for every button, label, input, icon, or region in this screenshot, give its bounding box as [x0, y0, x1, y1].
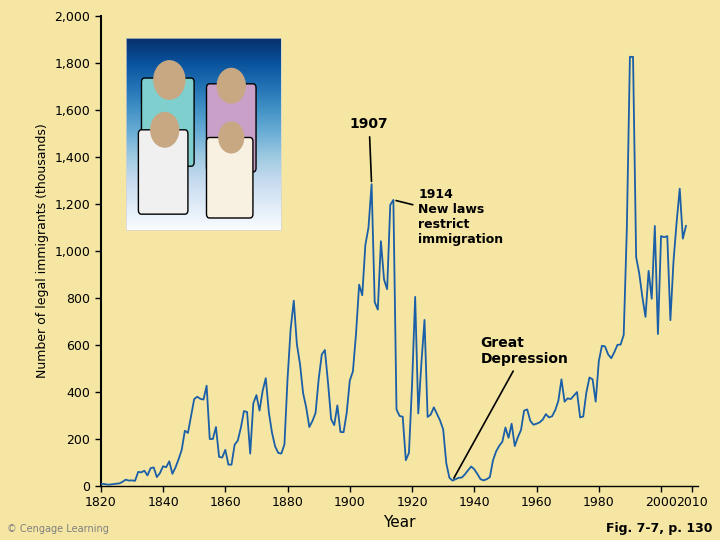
FancyBboxPatch shape	[207, 84, 256, 172]
Text: 1914
New laws
restrict
immigration: 1914 New laws restrict immigration	[396, 188, 503, 246]
Text: © Cengage Learning: © Cengage Learning	[7, 524, 109, 534]
Circle shape	[217, 69, 246, 103]
Y-axis label: Number of legal immigrants (thousands): Number of legal immigrants (thousands)	[36, 124, 49, 379]
FancyBboxPatch shape	[138, 130, 188, 214]
FancyBboxPatch shape	[207, 138, 253, 218]
X-axis label: Year: Year	[383, 515, 416, 530]
Circle shape	[219, 122, 243, 153]
FancyBboxPatch shape	[141, 78, 194, 166]
Text: 1907: 1907	[350, 117, 388, 181]
Text: Fig. 7-7, p. 130: Fig. 7-7, p. 130	[606, 522, 713, 535]
Text: Great
Depression: Great Depression	[454, 336, 568, 478]
Circle shape	[154, 61, 185, 99]
Circle shape	[150, 112, 179, 147]
